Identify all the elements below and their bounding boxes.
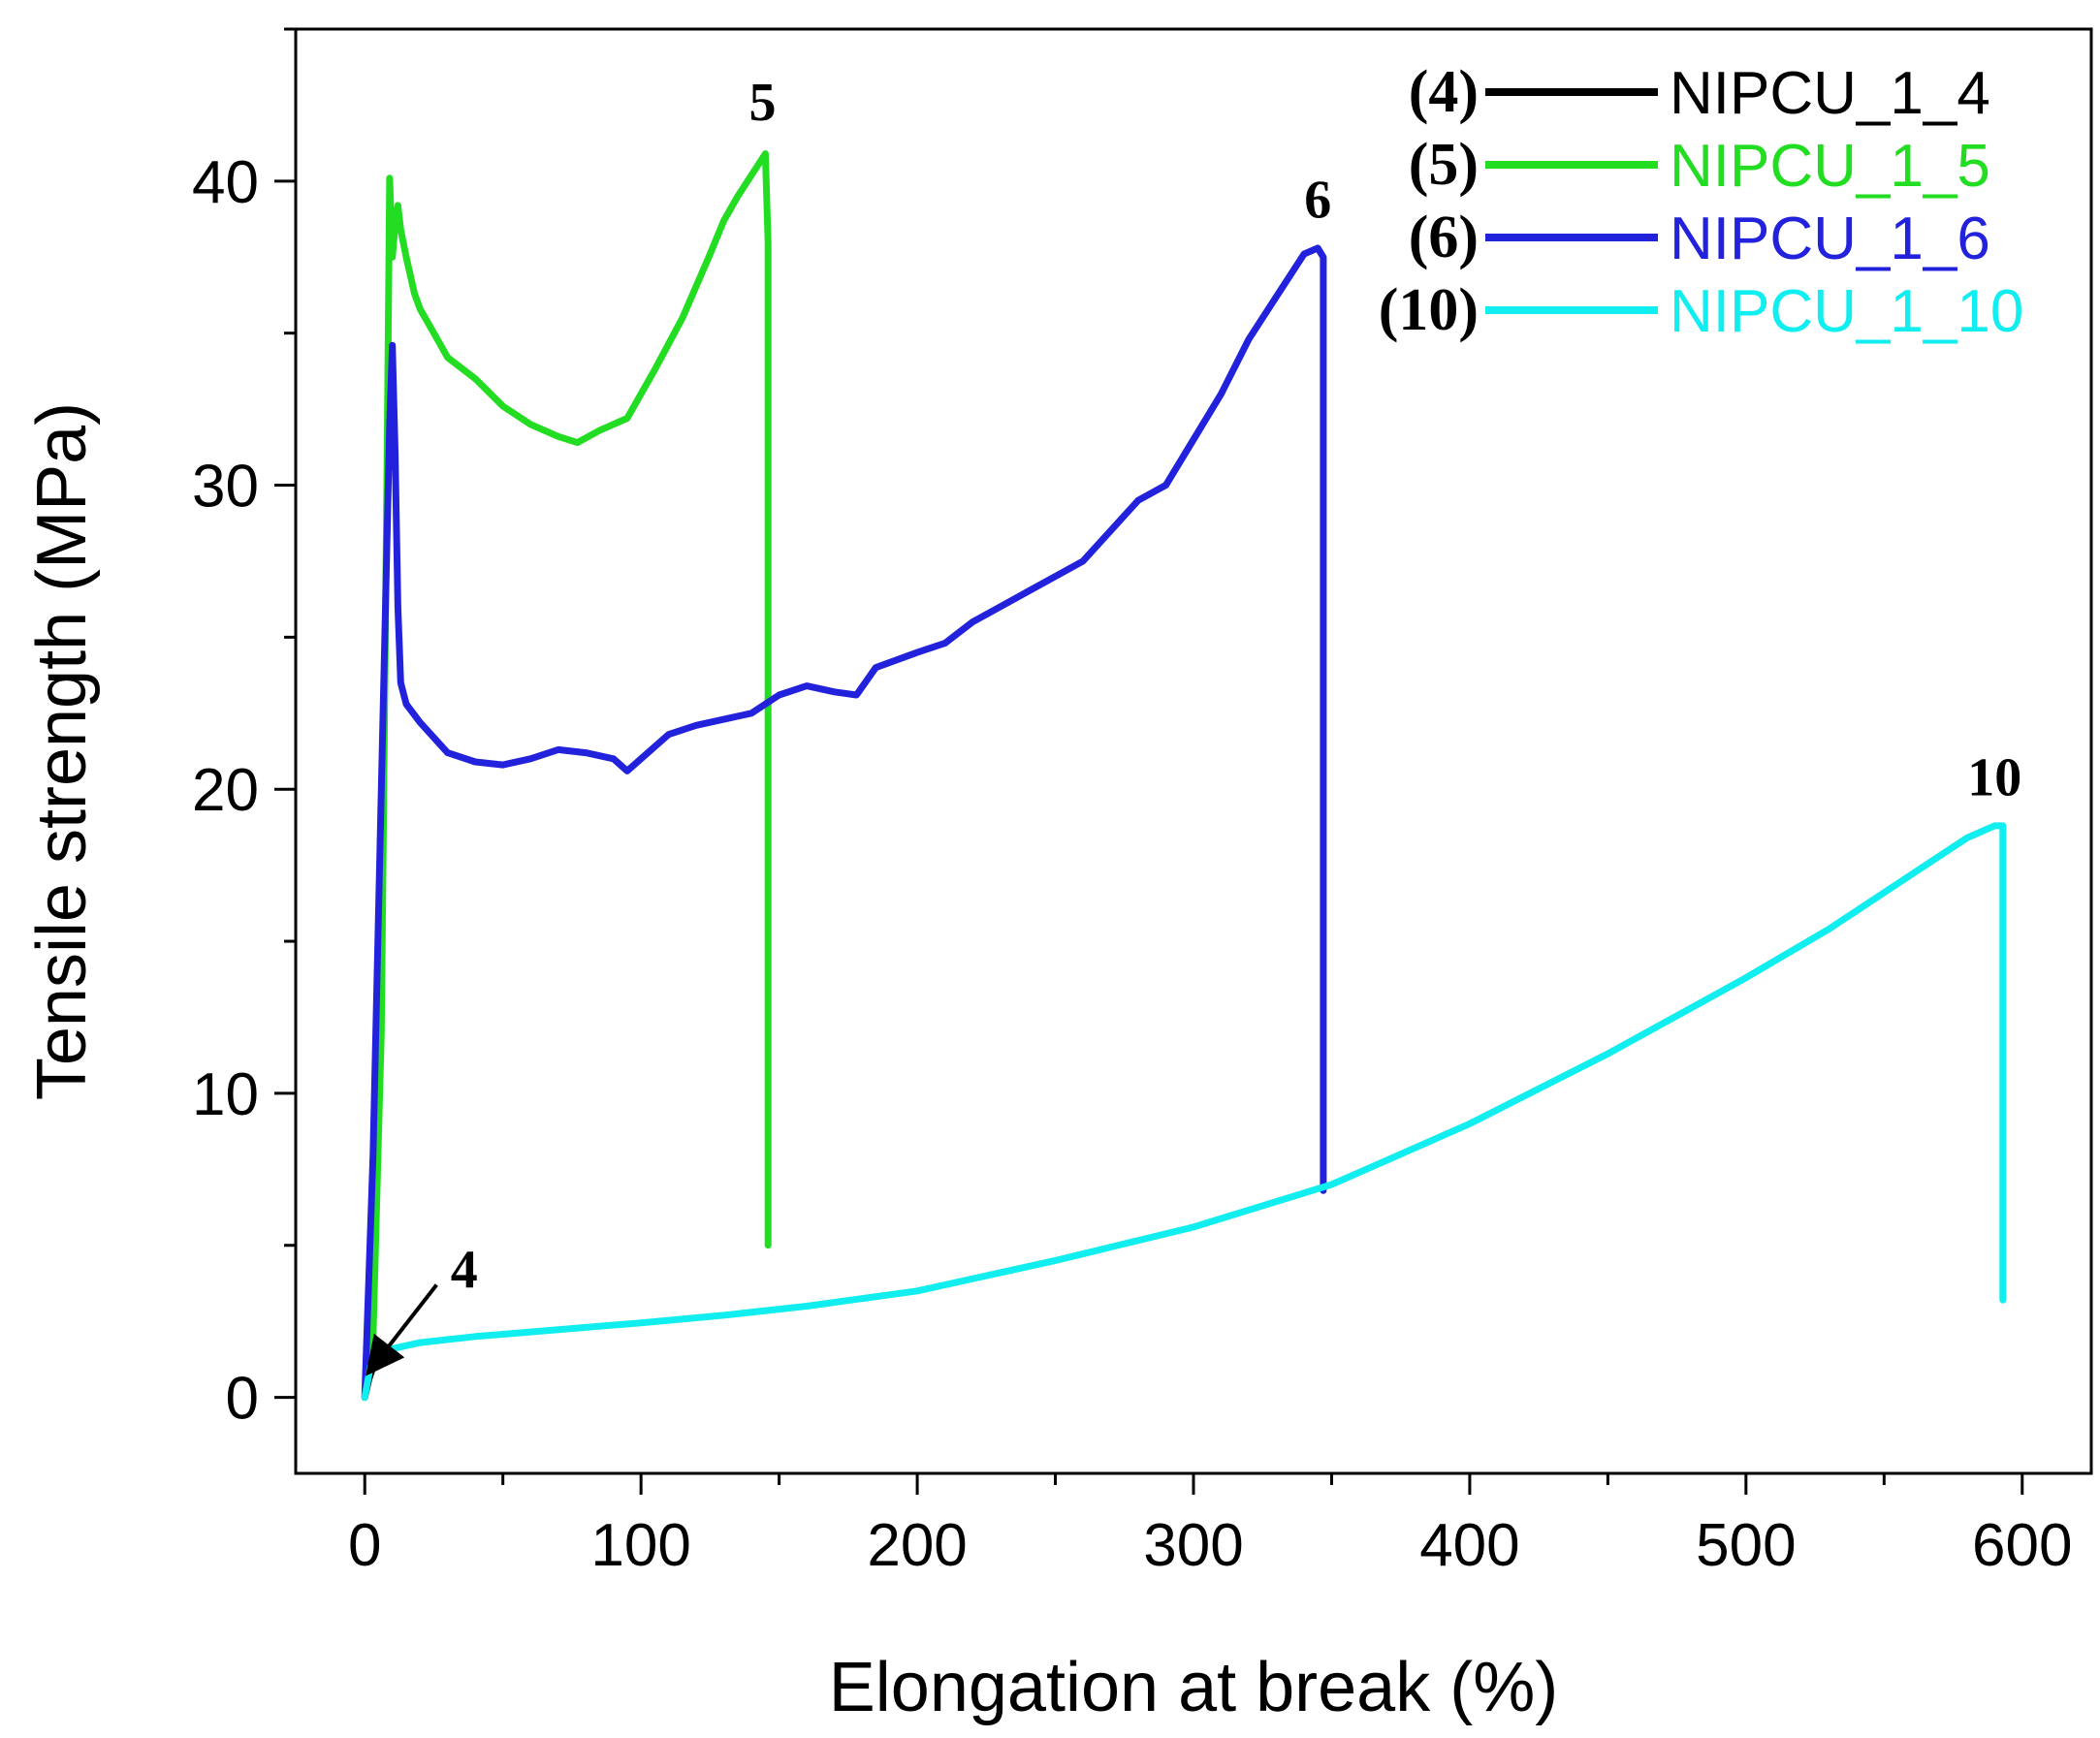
legend-label-6: NIPCU_1_6 <box>1670 205 1990 272</box>
axis-ticks <box>274 27 2024 1495</box>
curve-label-4: 4 <box>451 1241 478 1301</box>
y-tick-label: 10 <box>192 1061 259 1128</box>
legend: (4) NIPCU_1_4 (5) NIPCU_1_5 (6) NIPCU_1_6 (10)… <box>1379 59 2024 345</box>
y-tick-label: 30 <box>192 454 259 521</box>
x-tick-label: 400 <box>1419 1512 1519 1579</box>
y-tick-label: 40 <box>192 149 259 216</box>
x-tick-label: 200 <box>867 1512 967 1579</box>
x-tick-label: 300 <box>1143 1512 1243 1579</box>
series-line-5 <box>361 150 772 1402</box>
series-line-10 <box>361 822 2007 1402</box>
legend-label-4: NIPCU_1_4 <box>1670 60 1990 127</box>
plot-series <box>361 150 2007 1402</box>
x-tick-label: 500 <box>1696 1512 1796 1579</box>
curve-label-10: 10 <box>1967 747 2021 807</box>
legend-label-10: NIPCU_1_10 <box>1670 278 2023 345</box>
y-tick-label: 20 <box>192 757 259 824</box>
x-tick-label: 100 <box>590 1512 690 1579</box>
plot-annotations: 5 6 10 4 <box>366 73 2021 1376</box>
annotation-arrow <box>366 1283 438 1376</box>
axis-tick-labels: 0 100 200 300 400 500 600 0 10 20 30 40 <box>192 149 2072 1579</box>
series-line-6 <box>361 244 1327 1402</box>
y-axis-title: Tensile strength (MPa) <box>23 402 101 1100</box>
x-tick-label: 0 <box>348 1512 381 1579</box>
curve-label-6: 6 <box>1304 170 1331 230</box>
legend-number-6: (6) <box>1409 205 1479 270</box>
x-axis-title: Elongation at break (%) <box>829 1649 1558 1726</box>
legend-number-4: (4) <box>1409 59 1479 125</box>
legend-number-10: (10) <box>1379 277 1479 343</box>
legend-label-5: NIPCU_1_5 <box>1670 133 1990 200</box>
x-tick-label: 600 <box>1972 1512 2072 1579</box>
y-tick-label: 0 <box>226 1366 259 1433</box>
legend-number-5: (5) <box>1409 132 1479 198</box>
curve-label-5: 5 <box>749 73 777 133</box>
